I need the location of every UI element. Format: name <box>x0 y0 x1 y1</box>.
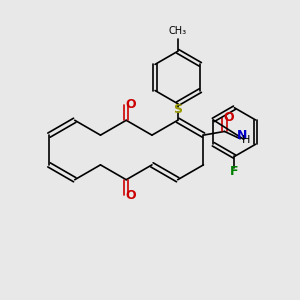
Text: H: H <box>242 135 250 145</box>
Text: O: O <box>125 98 136 111</box>
Text: N: N <box>236 129 247 142</box>
Text: F: F <box>230 165 238 178</box>
Text: S: S <box>173 103 182 116</box>
Text: O: O <box>224 111 234 124</box>
Text: CH₃: CH₃ <box>169 26 187 36</box>
Text: O: O <box>125 189 136 202</box>
